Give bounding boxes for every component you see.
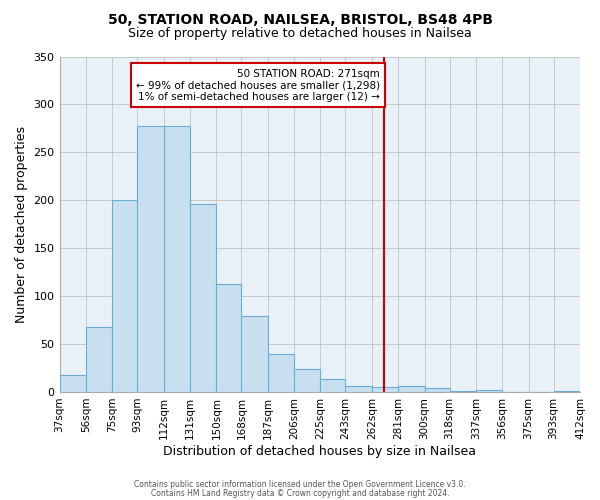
Bar (449, 391, 476, 392)
Bar (398, 386, 425, 392)
Text: 50 STATION ROAD: 271sqm
← 99% of detached houses are smaller (1,298)
1% of semi-: 50 STATION ROAD: 271sqm ← 99% of detache… (136, 68, 380, 102)
Bar (86, 327, 112, 392)
Bar (554, 391, 580, 392)
Text: Size of property relative to detached houses in Nailsea: Size of property relative to detached ho… (128, 28, 472, 40)
Bar (346, 386, 372, 392)
Bar (294, 369, 320, 392)
Bar (164, 126, 190, 392)
Bar (320, 378, 346, 392)
Text: Contains public sector information licensed under the Open Government Licence v3: Contains public sector information licen… (134, 480, 466, 489)
Bar (112, 200, 137, 392)
X-axis label: Distribution of detached houses by size in Nailsea: Distribution of detached houses by size … (163, 444, 476, 458)
Text: Contains HM Land Registry data © Crown copyright and database right 2024.: Contains HM Land Registry data © Crown c… (151, 488, 449, 498)
Bar (372, 387, 398, 392)
Bar (59, 374, 86, 392)
Bar (476, 390, 502, 392)
Bar (137, 126, 164, 392)
Bar (268, 354, 294, 392)
Bar (190, 204, 217, 392)
Text: 50, STATION ROAD, NAILSEA, BRISTOL, BS48 4PB: 50, STATION ROAD, NAILSEA, BRISTOL, BS48… (107, 12, 493, 26)
Bar (425, 388, 449, 392)
Y-axis label: Number of detached properties: Number of detached properties (15, 126, 28, 322)
Bar (217, 284, 241, 392)
Bar (241, 316, 268, 392)
